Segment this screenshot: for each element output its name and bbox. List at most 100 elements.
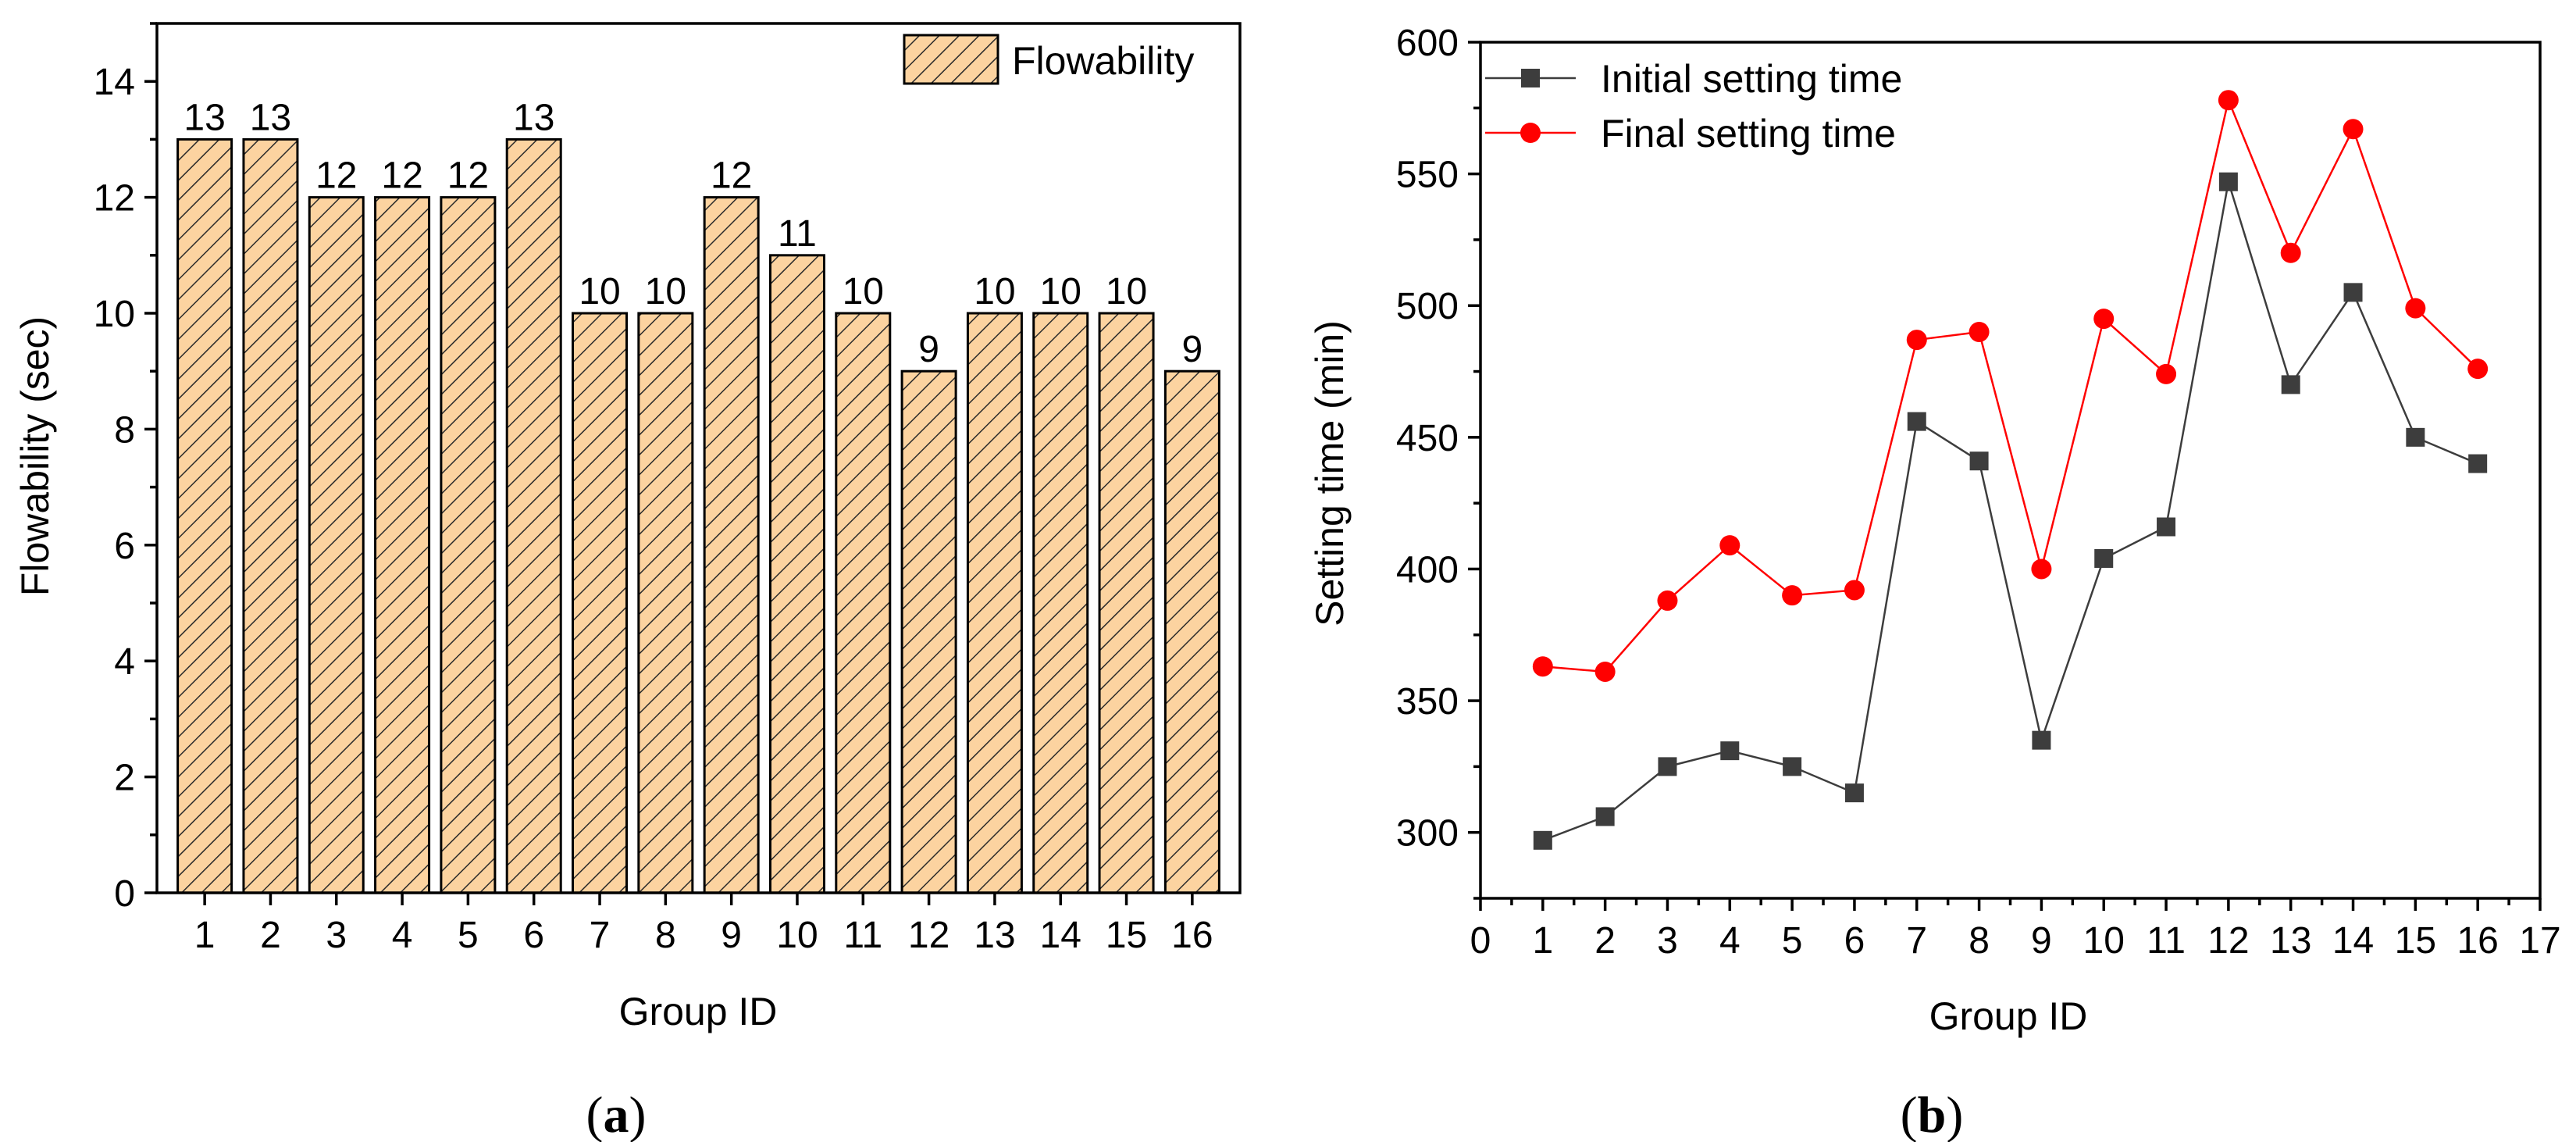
legend-label-flowability: Flowability (1012, 39, 1194, 83)
x-tick-label: 8 (655, 915, 676, 956)
x-tick-label: 8 (1969, 920, 1990, 962)
bar-data-label: 12 (381, 155, 422, 197)
x-tick-label: 14 (1040, 915, 1081, 956)
bar (900, 369, 957, 894)
y-tick-label: 6 (114, 526, 135, 567)
y-tick-label: 300 (1396, 813, 1459, 855)
data-point-final (2093, 309, 2115, 330)
data-point-initial (1720, 741, 1740, 761)
x-axis-title: Group ID (1929, 994, 2088, 1038)
data-point-final (2467, 359, 2489, 380)
x-tick-label: 4 (1719, 920, 1740, 962)
y-tick-label: 4 (114, 641, 135, 683)
x-tick-label: 10 (2083, 920, 2125, 962)
x-tick-label: 1 (194, 915, 216, 956)
series-line-initial (1542, 181, 2478, 841)
data-point-initial (2032, 730, 2051, 750)
x-tick-label: 2 (260, 915, 281, 956)
x-tick-label: 14 (2332, 920, 2374, 962)
data-point-final (1719, 535, 1740, 556)
x-tick-label: 12 (2207, 920, 2249, 962)
bar (176, 137, 233, 894)
bar-data-label: 10 (843, 271, 884, 312)
data-point-initial (1907, 412, 1926, 431)
bar (637, 312, 694, 894)
bar (505, 137, 562, 894)
x-tick-label: 13 (2270, 920, 2311, 962)
data-point-final (1782, 585, 1803, 606)
x-tick-label: 0 (1470, 920, 1491, 962)
data-point-final (2218, 90, 2239, 111)
data-point-initial (2281, 375, 2300, 394)
y-axis-title: Setting time (min) (1308, 320, 1352, 626)
bar (768, 254, 825, 894)
bar-data-label: 12 (447, 155, 489, 197)
data-point-final (1969, 321, 1990, 342)
x-tick-label: 17 (2519, 920, 2560, 962)
y-tick-label: 400 (1396, 549, 1459, 591)
bar-data-label: 10 (974, 271, 1015, 312)
bar-data-label: 13 (183, 97, 225, 138)
data-point-final (1844, 580, 1865, 601)
x-tick-label: 4 (392, 915, 413, 956)
line-chart-legend: Initial setting time Final setting time (1485, 57, 1902, 155)
x-tick-label: 5 (1782, 920, 1803, 962)
bar (440, 196, 497, 894)
x-tick-label: 13 (974, 915, 1015, 956)
bar-data-label: 10 (1040, 271, 1081, 312)
bar (242, 137, 299, 894)
y-tick-label: 450 (1396, 418, 1459, 459)
x-tick-label: 15 (2395, 920, 2436, 962)
data-point-initial (2343, 283, 2363, 302)
data-point-final (1657, 590, 1678, 611)
y-tick-label: 12 (94, 178, 135, 219)
y-axis-title: Flowability (sec) (13, 316, 57, 596)
x-tick-label: 9 (2031, 920, 2052, 962)
y-tick-label: 600 (1396, 23, 1459, 64)
data-point-initial (2094, 548, 2114, 568)
x-tick-label: 16 (1171, 915, 1213, 956)
data-point-final (2280, 242, 2301, 263)
bar-data-label: 12 (315, 155, 357, 197)
bar-data-label: 10 (579, 271, 620, 312)
bar-data-label: 11 (778, 213, 817, 255)
data-point-initial (1658, 757, 1677, 776)
bar (374, 196, 431, 894)
x-tick-label: 6 (1844, 920, 1865, 962)
bar-data-label: 12 (711, 155, 752, 197)
data-point-final (2343, 119, 2364, 140)
panel-label-b: (b) (1901, 1087, 1964, 1142)
bar-data-labels: 13 13 12 12 12 13 10 10 12 11 10 9 10 10 10 9 (183, 97, 1202, 370)
data-point-final (2031, 559, 2052, 580)
data-point-final (1594, 661, 1616, 682)
data-point-final (2405, 298, 2426, 319)
bar-series (176, 137, 1220, 894)
x-axis-title: Group ID (619, 990, 778, 1033)
data-point-final (1532, 656, 1553, 677)
bar (572, 312, 629, 894)
x-tick-label: 5 (458, 915, 479, 956)
bar (966, 312, 1023, 894)
y-tick-label: 2 (114, 758, 135, 799)
y-tick-label: 0 (114, 873, 135, 915)
data-point-initial (1595, 807, 1615, 826)
data-point-final (1906, 330, 1927, 351)
legend-marker-final (1520, 123, 1541, 143)
legend-swatch (903, 34, 999, 85)
x-tick-label: 3 (326, 915, 347, 956)
data-point-initial (1844, 783, 1864, 803)
y-tick-label: 350 (1396, 681, 1459, 723)
bar-data-label: 10 (1106, 271, 1147, 312)
bar-data-label: 13 (250, 97, 291, 138)
x-tick-label: 12 (908, 915, 950, 956)
bar-data-label: 9 (918, 329, 939, 370)
data-point-initial (2468, 454, 2488, 473)
panel-label-a: (a) (586, 1087, 647, 1142)
data-point-initial (2157, 517, 2176, 537)
x-tick-label: 3 (1657, 920, 1678, 962)
bar (308, 196, 365, 894)
